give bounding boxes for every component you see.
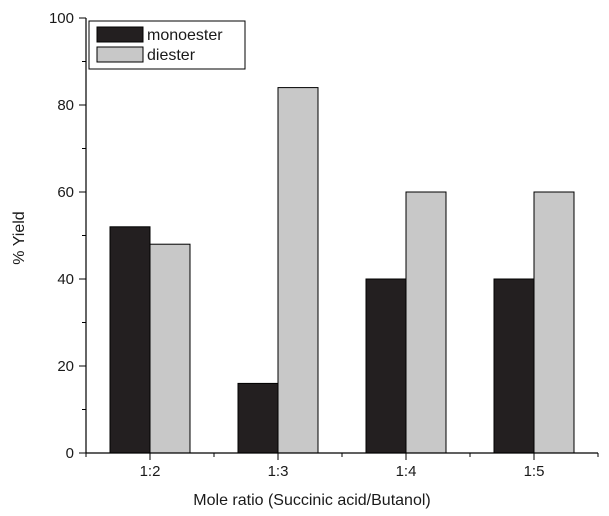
legend-label-diester: diester (147, 47, 196, 64)
legend-swatch-diester (97, 47, 143, 62)
bar-diester-3 (406, 192, 446, 453)
y-tick-label: 0 (66, 445, 74, 462)
x-axis-title: Mole ratio (Succinic acid/Butanol) (193, 492, 430, 509)
bar-monoester-4 (494, 279, 534, 453)
bars-layer (110, 88, 574, 453)
legend-swatch-monoester (97, 27, 143, 42)
y-tick-label: 20 (57, 358, 74, 375)
y-tick-label: 60 (57, 184, 74, 201)
bar-diester-4 (534, 192, 574, 453)
y-tick-label: 80 (57, 97, 74, 114)
x-tick-label: 1:2 (140, 463, 161, 480)
x-tick-label: 1:4 (396, 463, 417, 480)
bar-diester-1 (150, 244, 190, 453)
bar-monoester-3 (366, 279, 406, 453)
y-tick-label: 40 (57, 271, 74, 288)
x-tick-label: 1:3 (268, 463, 289, 480)
legend-label-monoester: monoester (147, 27, 223, 44)
y-tick-label: 100 (49, 10, 74, 27)
y-axis-title: % Yield (11, 211, 28, 264)
bar-monoester-2 (238, 383, 278, 453)
bar-monoester-1 (110, 227, 150, 453)
bar-diester-2 (278, 88, 318, 453)
x-tick-label: 1:5 (524, 463, 545, 480)
legend: monoester diester (89, 21, 245, 69)
